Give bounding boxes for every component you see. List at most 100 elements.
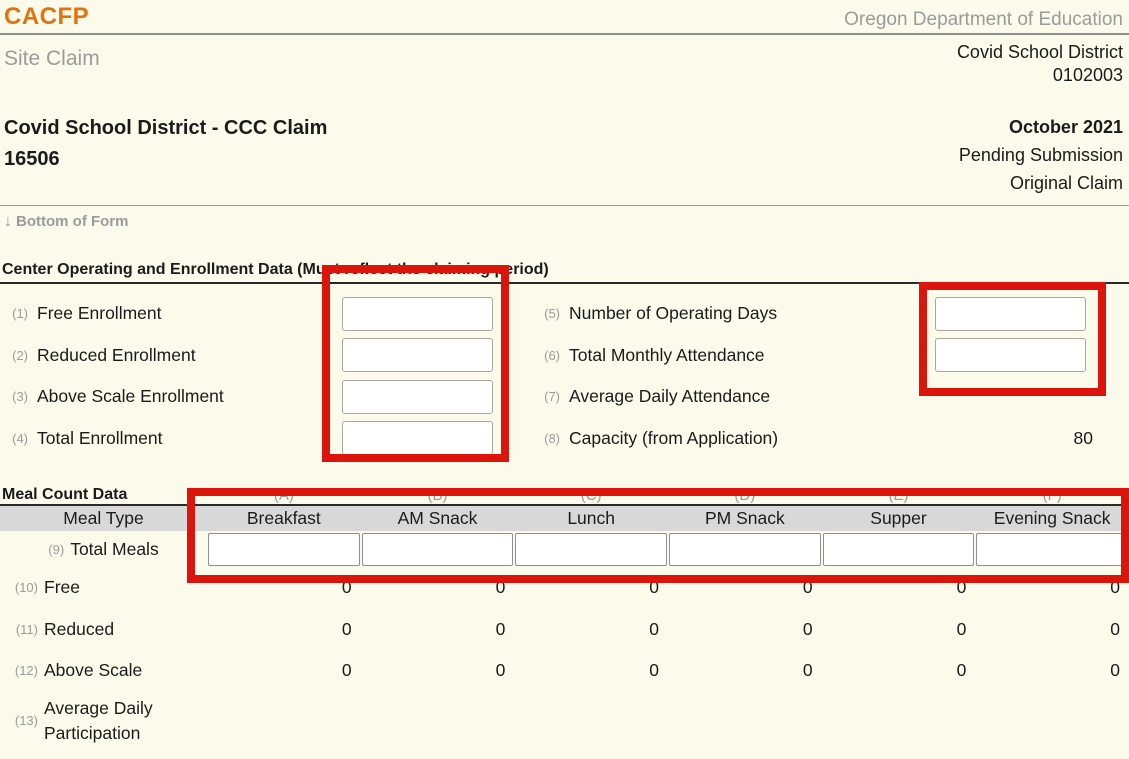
enrollment-right-column: (5) Number of Operating Days (6) Total M… <box>530 293 1129 459</box>
claim-type: Original Claim <box>1009 173 1123 193</box>
claim-title-block: Covid School District - CCC Claim 16506 <box>4 113 327 197</box>
free-evening-snack-value: 0 <box>1110 577 1120 598</box>
operating-days-input[interactable] <box>935 296 1086 331</box>
meal-type-header: Meal Type <box>63 508 144 528</box>
field-label: Free Enrollment <box>37 303 162 324</box>
total-meals-breakfast-input[interactable] <box>208 532 360 566</box>
bottom-of-form-link[interactable]: ↓ Bottom of Form <box>4 213 128 231</box>
total-meals-am-snack-input[interactable] <box>361 532 514 566</box>
claim-title: Covid School District - CCC Claim <box>4 117 328 139</box>
enrollment-fields: (1) Free Enrollment (2) Reduced Enrollme… <box>0 293 1129 459</box>
row-number: (10) <box>14 580 38 596</box>
field-row-average-daily-attendance: (7) Average Daily Attendance <box>530 376 1129 418</box>
row-number: (9) <box>48 541 65 557</box>
field-label: Number of Operating Days <box>569 303 778 324</box>
free-meals-row: (10) Free 0 0 0 0 0 0 <box>0 567 1129 609</box>
field-number: (2) <box>12 347 28 363</box>
row-label-reduced: (11) Reduced <box>0 619 207 640</box>
field-label: Total Enrollment <box>37 427 163 448</box>
row-label-free: (10) Free <box>0 577 207 598</box>
app-logo: CACFP <box>4 3 90 30</box>
header-divider <box>0 33 1129 35</box>
column-letter: (C) <box>580 487 602 504</box>
reduced-lunch-value: 0 <box>649 618 659 639</box>
field-row-operating-days: (5) Number of Operating Days <box>530 293 1129 335</box>
field-row-capacity: (8) Capacity (from Application) 80 <box>530 418 1129 460</box>
sub-bar: Site Claim Covid School District 0102003 <box>0 35 1129 87</box>
column-header-supper: Supper <box>870 508 927 528</box>
field-row-above-scale-enrollment: (3) Above Scale Enrollment <box>0 376 530 418</box>
enrollment-section-title: Center Operating and Enrollment Data (Mu… <box>0 261 1129 284</box>
free-enrollment-input[interactable] <box>342 296 493 331</box>
bottom-of-form-label: Bottom of Form <box>16 213 129 230</box>
column-header-pm-snack: PM Snack <box>704 508 785 528</box>
agency-name: Oregon Department of Education <box>844 9 1123 30</box>
column-letters-row: Meal Count Data (A) (B) (C) (D) (E) (F) <box>0 482 1129 506</box>
capacity-value: 80 <box>1073 427 1093 448</box>
enrollment-left-column: (1) Free Enrollment (2) Reduced Enrollme… <box>0 293 530 459</box>
total-meals-evening-snack-input[interactable] <box>976 532 1128 566</box>
column-header-evening-snack: Evening Snack <box>993 508 1111 528</box>
free-breakfast-value: 0 <box>341 577 352 598</box>
row-number: (13) <box>14 713 38 728</box>
field-row-free-enrollment: (1) Free Enrollment <box>0 293 530 335</box>
reduced-pm-snack-value: 0 <box>802 618 813 639</box>
column-letter: (D) <box>734 487 756 504</box>
field-label: Above Scale Enrollment <box>37 386 224 407</box>
row-number: (12) <box>14 663 38 679</box>
reduced-enrollment-input[interactable] <box>342 338 493 372</box>
row-label-above-scale: (12) Above Scale <box>0 660 207 681</box>
field-number: (1) <box>12 306 28 322</box>
free-lunch-value: 0 <box>649 577 659 598</box>
monthly-attendance-input[interactable] <box>935 338 1086 372</box>
claim-month: October 2021 <box>1008 117 1123 137</box>
reduced-meals-row: (11) Reduced 0 0 0 0 0 0 <box>0 609 1129 651</box>
column-letter: (F) <box>1042 487 1062 504</box>
free-am-snack-value: 0 <box>495 577 506 598</box>
column-header-lunch: Lunch <box>567 508 615 528</box>
reduced-am-snack-value: 0 <box>495 618 506 639</box>
field-label: Reduced Enrollment <box>37 344 196 365</box>
above-scale-pm-snack-value: 0 <box>802 660 813 681</box>
above-scale-evening-snack-value: 0 <box>1110 660 1120 681</box>
field-number: (3) <box>12 389 28 405</box>
field-row-monthly-attendance: (6) Total Monthly Attendance <box>530 335 1129 377</box>
field-label: Capacity (from Application) <box>569 427 779 448</box>
column-header-am-snack: AM Snack <box>397 508 478 528</box>
free-pm-snack-value: 0 <box>802 577 813 598</box>
above-scale-supper-value: 0 <box>956 660 967 681</box>
reduced-evening-snack-value: 0 <box>1110 618 1120 639</box>
claim-divider <box>0 205 1129 206</box>
row-label: Reduced <box>44 618 115 639</box>
district-block: Covid School District 0102003 <box>957 41 1123 87</box>
meal-type-header-row: Meal Type Breakfast AM Snack Lunch PM Sn… <box>0 506 1129 531</box>
claim-status: Pending Submission <box>958 145 1123 165</box>
above-scale-breakfast-value: 0 <box>341 660 352 681</box>
down-arrow-icon: ↓ <box>4 213 12 230</box>
column-letter: (A) <box>273 487 294 504</box>
total-meals-pm-snack-input[interactable] <box>669 532 821 566</box>
total-enrollment-input[interactable] <box>342 421 493 455</box>
page-title: Site Claim <box>4 47 100 70</box>
above-scale-am-snack-value: 0 <box>495 660 506 681</box>
row-label-total-meals: (9) Total Meals <box>0 539 207 560</box>
field-number: (8) <box>544 430 560 446</box>
total-meals-lunch-input[interactable] <box>515 532 667 566</box>
total-meals-row: (9) Total Meals <box>0 531 1129 567</box>
field-number: (5) <box>544 306 560 322</box>
row-label: Above Scale <box>44 660 143 681</box>
row-label: Average Daily Participation <box>44 697 153 743</box>
total-meals-supper-input[interactable] <box>822 532 975 566</box>
free-supper-value: 0 <box>956 577 967 598</box>
row-label: Total Meals <box>70 538 159 559</box>
field-label: Average Daily Attendance <box>569 386 771 407</box>
claim-header: Covid School District - CCC Claim 16506 … <box>0 113 1129 197</box>
field-number: (7) <box>544 389 560 405</box>
field-number: (6) <box>544 347 560 363</box>
column-letter: (E) <box>888 487 909 504</box>
above-scale-enrollment-input[interactable] <box>342 379 493 414</box>
meal-count-table: Meal Count Data (A) (B) (C) (D) (E) (F) … <box>0 482 1129 750</box>
row-number: (11) <box>15 621 38 637</box>
row-label: Free <box>44 577 80 598</box>
